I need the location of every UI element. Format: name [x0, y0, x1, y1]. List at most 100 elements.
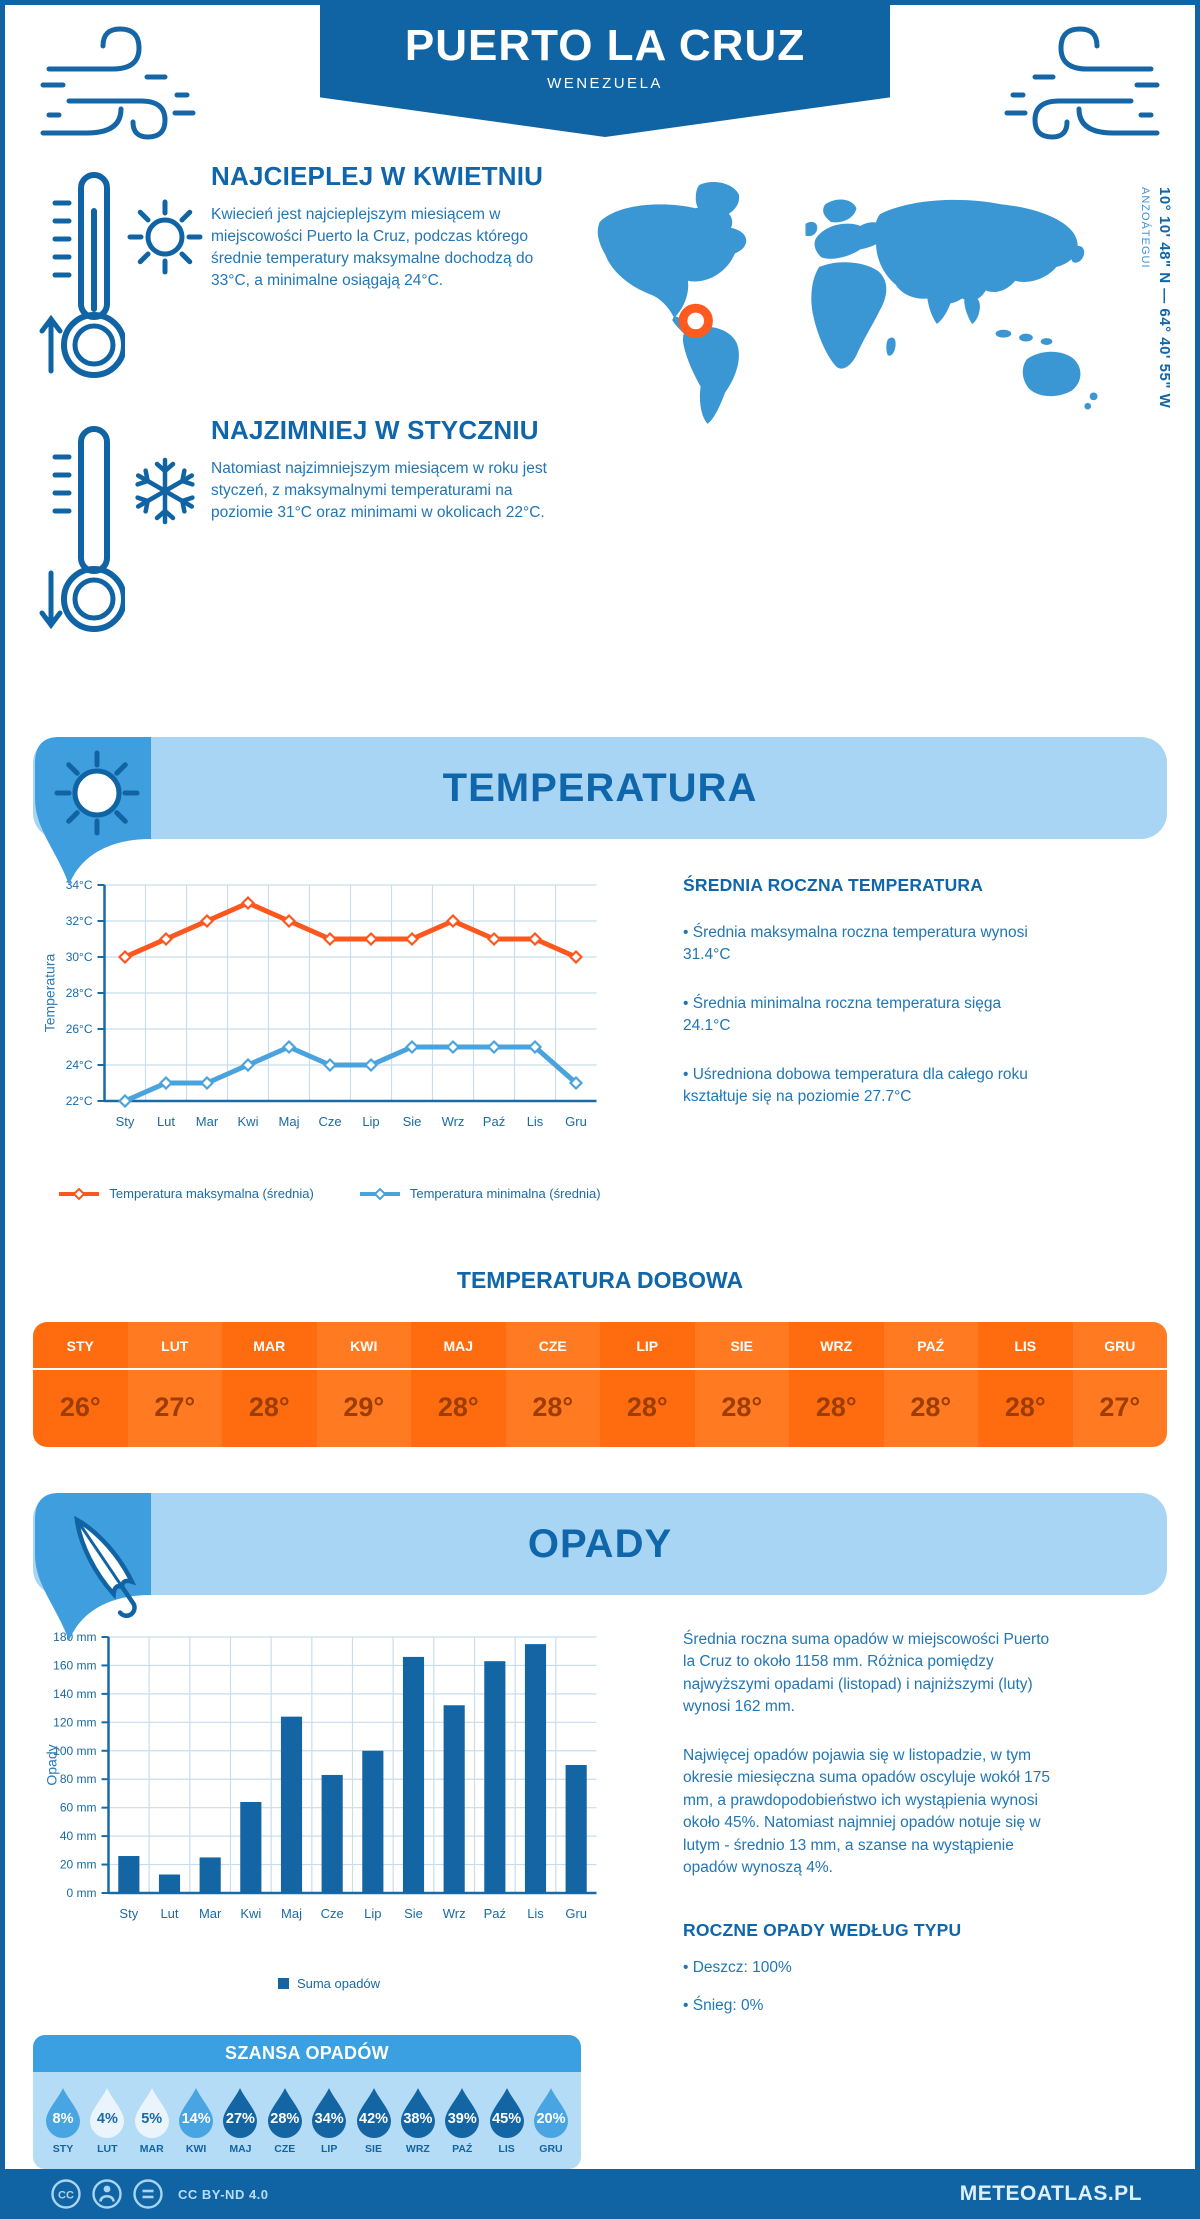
daily-temp-month: CZE: [505, 1322, 600, 1370]
thermometer-down-icon: [39, 426, 125, 632]
legend-label: Suma opadów: [296, 1976, 381, 1991]
droplet-percent: 34%: [314, 2111, 344, 2127]
daily-temp-column: MAJ 28°: [411, 1322, 506, 1447]
svg-text:Lut: Lut: [157, 1114, 175, 1129]
droplet-percent: 42%: [359, 2111, 389, 2127]
daily-temp-value: 29°: [343, 1392, 385, 1422]
droplet-percent: 20%: [536, 2111, 566, 2127]
svg-text:100 mm: 100 mm: [53, 1744, 96, 1758]
daily-temp-column: MAR 28°: [222, 1322, 317, 1447]
warmest-month-title: NAJCIEPLEJ W KWIETNIU: [211, 161, 544, 191]
droplet-month: LIS: [498, 2143, 515, 2155]
world-map: 10° 10' 48" N — 64° 40' 55" W ANZOÁTEGUI: [578, 155, 1181, 619]
raindrop-icon: [312, 2088, 347, 2138]
svg-text:Lip: Lip: [364, 1906, 381, 1921]
svg-text:26°C: 26°C: [66, 1022, 93, 1036]
svg-text:Sie: Sie: [403, 1114, 422, 1129]
svg-text:28°C: 28°C: [66, 986, 93, 1000]
raindrop-icon: [533, 2088, 568, 2138]
daily-temperature-table: STY 26° LUT 27° MAR 28° KWI 29° MAJ 28° CZE 28° LIP 2…: [33, 1322, 1167, 1447]
region-text: ANZOÁTEGUI: [1139, 187, 1151, 269]
annual-temp-bullet: • Uśredniona dobowa temperatura dla całe…: [683, 1065, 1028, 1106]
droplet-percent: 27%: [225, 2111, 255, 2127]
daily-temp-value: 28°: [626, 1392, 668, 1422]
site-name: METEOATLAS.PL: [959, 2182, 1142, 2205]
raindrop-icon: [46, 2088, 80, 2138]
svg-text:24°C: 24°C: [66, 1058, 93, 1072]
highlights-section: NAJCIEPLEJ W KWIETNIU Kwiecień jest najc…: [5, 147, 1195, 632]
droplet-percent: 39%: [447, 2111, 477, 2127]
title-banner: PUERTO LA CRUZ WENEZUELA: [320, 5, 890, 137]
legend-item: Temperatura maksymalna (średnia): [57, 1186, 314, 1201]
annual-temp-heading: ŚREDNIA ROCZNA TEMPERATURA: [683, 875, 984, 895]
droplet-month: GRU: [539, 2143, 563, 2155]
droplet-month: LIP: [320, 2143, 338, 2155]
precip-type-bullet: • Deszcz: 100%: [683, 1958, 792, 1976]
license-text: CC BY-ND 4.0: [178, 2186, 269, 2202]
raindrop-icon: [134, 2088, 169, 2138]
svg-text:Sty: Sty: [119, 1906, 138, 1921]
daily-temp-heading: TEMPERATURA DOBOWA: [456, 1267, 744, 1293]
droplet-item: 38% WRZ: [398, 2086, 438, 2155]
daily-temp-month: SIE: [694, 1322, 789, 1370]
precip-type-bullet: • Śnieg: 0%: [683, 1997, 764, 2015]
precip-chance-heading: SZANSA OPADÓW: [33, 2035, 581, 2072]
page-title: PUERTO LA CRUZ: [404, 21, 806, 70]
droplet-item: 39% PAŹ: [442, 2086, 482, 2155]
svg-text:Temperatura: Temperatura: [42, 953, 58, 1032]
svg-text:CC: CC: [58, 2190, 74, 2202]
precip-paragraph: Średnia roczna suma opadów w miejscowośc…: [683, 1631, 1050, 1716]
droplet-item: 20% GRU: [531, 2086, 571, 2155]
droplet-month: KWI: [185, 2143, 207, 2155]
daily-temp-month: LIP: [600, 1322, 695, 1370]
svg-text:Mar: Mar: [199, 1906, 222, 1921]
precip-paragraph: Najwięcej opadów pojawia się w listopadz…: [683, 1746, 1051, 1877]
precip-chance-box: SZANSA OPADÓW 8% STY 4% LUT 5% MAR 14% KWI 27% MA…: [33, 2035, 581, 2169]
svg-text:Lip: Lip: [362, 1114, 379, 1129]
svg-text:160 mm: 160 mm: [53, 1658, 96, 1672]
raindrop-icon: [179, 2088, 214, 2138]
legend-item: Suma opadów: [277, 1976, 381, 1991]
raindrop-icon: [267, 2088, 302, 2138]
daily-temp-month: LIS: [978, 1322, 1073, 1370]
legend-item: Temperatura minimalna (średnia): [358, 1186, 601, 1201]
sun-icon: [51, 747, 143, 839]
daily-temp-column: PAŹ 28°: [883, 1322, 978, 1447]
daily-temp-value: 28°: [437, 1392, 479, 1422]
warmest-month-text: Kwiecień jest najcieplejszym miesiącem w…: [211, 206, 534, 289]
svg-text:80 mm: 80 mm: [60, 1772, 97, 1786]
svg-text:Wrz: Wrz: [443, 1906, 466, 1921]
droplet-month: MAR: [139, 2143, 164, 2155]
droplet-item: 45% LIS: [487, 2086, 527, 2155]
svg-text:180 mm: 180 mm: [53, 1630, 96, 1644]
daily-temp-value: 28°: [248, 1392, 290, 1422]
svg-text:34°C: 34°C: [66, 878, 93, 892]
svg-text:Paź: Paź: [484, 1906, 506, 1921]
raindrop-icon: [445, 2088, 480, 2138]
legend-label: Temperatura maksymalna (średnia): [109, 1186, 314, 1201]
daily-temp-month: GRU: [1072, 1322, 1167, 1370]
daily-temp-column: GRU 27°: [1072, 1322, 1167, 1447]
daily-temp-value: 28°: [910, 1392, 952, 1422]
wind-icon: [40, 26, 196, 140]
daily-temp-value: 28°: [1004, 1392, 1046, 1422]
daily-temp-column: STY 26°: [33, 1322, 128, 1447]
cc-icon: CC: [51, 2179, 81, 2209]
svg-text:Kwi: Kwi: [238, 1114, 259, 1129]
daily-temp-column: SIE 28°: [694, 1322, 789, 1447]
wind-icon: [1004, 26, 1160, 140]
legend-swatch: [277, 1978, 289, 1989]
coldest-month-text: Natomiast najzimniejszym miesiącem w rok…: [211, 460, 547, 521]
precipitation-banner: OPADY: [33, 1493, 1167, 1641]
temperature-banner: TEMPERATURA: [33, 737, 1167, 885]
legend-label: Temperatura minimalna (średnia): [409, 1186, 601, 1201]
svg-text:20 mm: 20 mm: [60, 1858, 97, 1872]
droplet-percent: 45%: [492, 2111, 522, 2127]
droplet-item: 28% CZE: [265, 2086, 305, 2155]
location-marker: [678, 303, 713, 339]
temperature-legend: Temperatura maksymalna (średnia) Temperat…: [33, 1186, 625, 1201]
droplet-percent: 14%: [181, 2111, 211, 2127]
daily-temp-column: CZE 28°: [505, 1322, 600, 1447]
raindrop-icon: [400, 2088, 435, 2138]
droplet-month: WRZ: [405, 2143, 430, 2155]
